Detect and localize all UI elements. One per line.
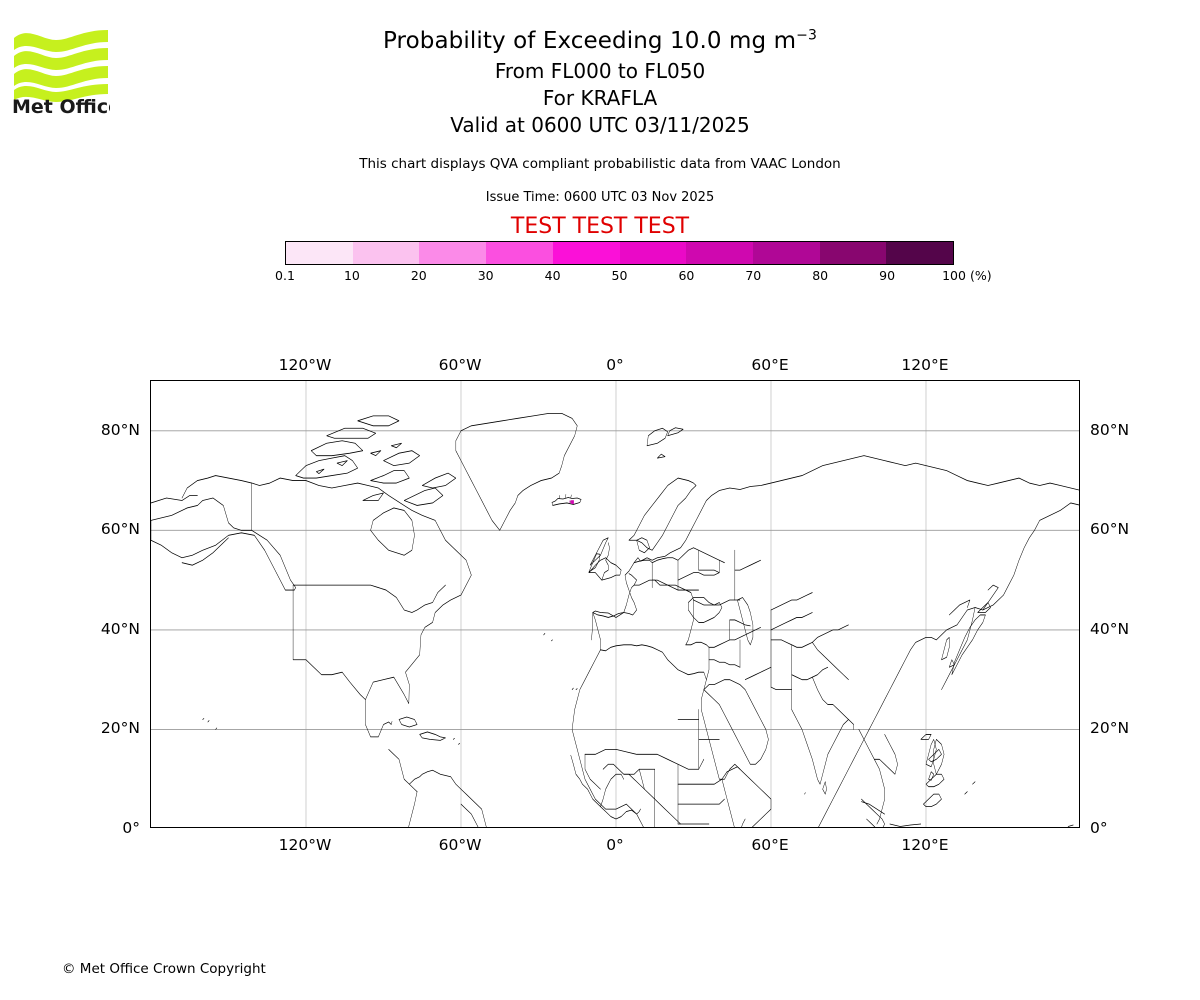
colorbar-band-7 [752,242,820,264]
colorbar-tick-50: 50 [611,268,628,283]
colorbar-tick-40: 40 [544,268,561,283]
xaxis-tick-0°: 0° [606,836,624,854]
xaxis-tick-60°E: 60°E [751,836,789,854]
xaxis-tick-0°: 0° [606,356,624,374]
xaxis-tick-120°E: 120°E [901,356,949,374]
met-office-logo-mark: Met Office [12,30,110,114]
met-office-logo: Met Office [12,26,110,114]
colorbar-tick-20: 20 [410,268,427,283]
colorbar-tick-10: 10 [343,268,360,283]
colorbar-band-5 [619,242,687,264]
yaxis-tick-left-60°N: 60°N [100,520,140,539]
yaxis-tick-left-20°N: 20°N [100,719,140,738]
colorbar-unit-label: (%) [970,268,992,283]
issue-time: Issue Time: 0600 UTC 03 Nov 2025 [485,190,715,205]
yaxis-tick-right-40°N: 40°N [1090,619,1130,638]
colorbar-band-9 [886,242,954,264]
page-title-exponent: −3 [796,27,818,44]
yaxis-tick-left-40°N: 40°N [100,619,140,638]
yaxis-tick-right-60°N: 60°N [1090,520,1130,539]
title-volcano: For KRAFLA [542,86,658,110]
test-banner: TEST TEST TEST [510,214,690,239]
map-gridlines [151,381,1079,827]
colorbar-tick-90: 90 [879,268,896,283]
colorbar-band-8 [819,242,887,264]
colorbar-band-6 [686,242,753,264]
met-office-wordmark: Met Office [12,96,110,114]
map-coastlines [151,412,1079,827]
page-title: Probability of Exceeding 10.0 mg m−3 [0,24,1200,58]
colorbar-tick-60: 60 [678,268,695,283]
yaxis-tick-left-80°N: 80°N [100,420,140,439]
xaxis-tick-60°W: 60°W [438,356,482,374]
colorbar-tick-0.1: 0.1 [275,268,295,283]
xaxis-tick-60°E: 60°E [751,356,789,374]
colorbar-band-3 [486,242,553,264]
colorbar-tick-70: 70 [745,268,762,283]
colorbar-band-2 [419,242,487,264]
colorbar-tick-100: 100 [942,268,966,283]
colorbar-tick-80: 80 [812,268,829,283]
map-plot-area [150,380,1080,828]
colorbar [285,241,954,265]
colorbar-bands [285,241,954,265]
colorbar-tick-30: 30 [477,268,494,283]
colorbar-tick-labels: 0.1 10 20 30 40 50 60 70 80 90 100 [275,265,966,285]
map-canvas [151,381,1079,827]
xaxis-tick-120°E: 120°E [901,836,949,854]
title-valid-time: Valid at 0600 UTC 03/11/2025 [450,113,750,137]
yaxis-tick-right-0°: 0° [1090,819,1108,837]
colorbar-band-4 [552,242,620,264]
title-flight-levels: From FL000 to FL050 [494,59,706,83]
colorbar-band-1 [352,242,420,264]
xaxis-tick-120°W: 120°W [278,836,332,854]
page-title-text: Probability of Exceeding 10.0 mg m [382,28,797,54]
xaxis-tick-60°W: 60°W [438,836,482,854]
chart-subnote: This chart displays QVA compliant probab… [359,156,841,172]
colorbar-band-0 [286,242,353,264]
copyright-notice: © Met Office Crown Copyright [62,961,266,977]
ash-plume-cell [569,500,574,504]
yaxis-tick-left-0°: 0° [122,819,140,837]
xaxis-tick-120°W: 120°W [278,356,332,374]
yaxis-tick-right-20°N: 20°N [1090,719,1130,738]
chart-title-block: Probability of Exceeding 10.0 mg m−3 Fro… [0,24,1200,139]
yaxis-tick-right-80°N: 80°N [1090,420,1130,439]
